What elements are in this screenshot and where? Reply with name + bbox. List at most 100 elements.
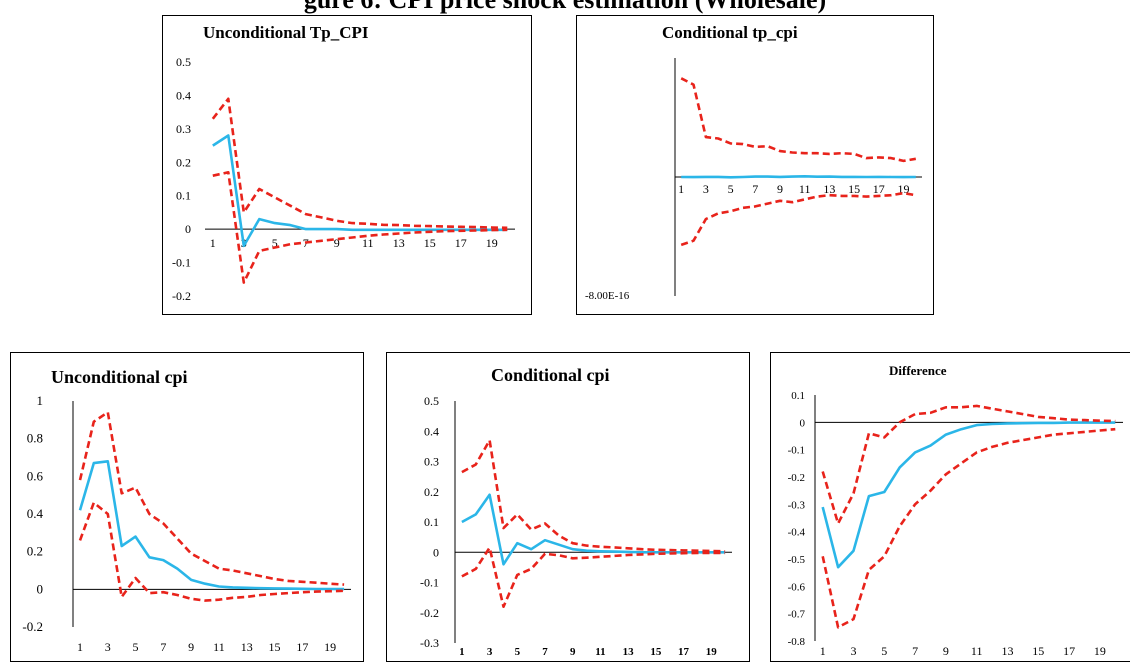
confidence-band-line [461, 546, 726, 608]
x-tick-label: 5 [881, 644, 887, 658]
x-tick-label: 7 [752, 182, 758, 196]
chart-svg: Unconditional Tp_CPI -0.2 -0.1 0 0.1 0.2 0.3 0.… [172, 23, 515, 303]
page-title: gure 6: CPI price shock estimation (Whol… [0, 0, 1130, 15]
y-tick-label: 0.1 [791, 390, 805, 402]
y-tick-label: 0.3 [424, 455, 439, 469]
x-tick-label: 7 [912, 644, 918, 658]
x-tick-label: 19 [706, 646, 718, 658]
y-tick-label: -0.5 [788, 554, 806, 566]
confidence-band-line [680, 77, 917, 163]
x-tick-label: 15 [1032, 644, 1044, 658]
y-tick-label: -0.7 [788, 609, 806, 621]
y-tick-label: -0.2 [22, 619, 43, 634]
y-tick-label: 0 [185, 222, 191, 236]
confidence-band-line [211, 97, 508, 230]
y-tick-label: 0.5 [424, 394, 439, 408]
impulse-response-line [212, 134, 508, 248]
x-tick-label: 5 [728, 182, 734, 196]
y-tick-label: 0.2 [424, 485, 439, 499]
y-tick-label: 0.3 [176, 122, 191, 136]
chart-title: Conditional cpi [491, 365, 610, 385]
x-tick-label: 17 [678, 646, 690, 658]
x-tick-label: 9 [943, 644, 949, 658]
y-tick-label: 0 [37, 581, 44, 596]
y-tick-label: 0.4 [176, 88, 191, 102]
y-tick-label: -0.3 [788, 499, 806, 511]
y-tick-label: -0.1 [788, 445, 805, 457]
y-tick-label: -0.2 [420, 606, 439, 620]
chart-panel-conditional-cpi: Conditional cpi -0.3 -0.2 -0.1 0 0.1 0.2 0.3 0.4… [386, 352, 750, 662]
x-tick-label: 1 [820, 644, 826, 658]
x-tick-label: 1 [678, 182, 684, 196]
y-tick-label: -0.3 [420, 636, 439, 650]
x-tick-label: 9 [777, 182, 783, 196]
chart-svg: Conditional cpi -0.3 -0.2 -0.1 0 0.1 0.2 0.3 0.4… [420, 365, 732, 658]
chart-panel-conditional-tp-cpi: Conditional tp_cpi -8.00E-16 1 3 5 7 9 11 13 15 17… [576, 15, 934, 315]
y-tick-label: -8.00E-16 [585, 290, 630, 302]
x-tick-label: 5 [133, 640, 139, 654]
x-tick-label: 7 [542, 646, 548, 658]
y-tick-label: -0.2 [172, 289, 191, 303]
x-tick-label: 9 [334, 236, 340, 250]
x-tick-label: 19 [324, 640, 336, 654]
x-tick-label: 1 [210, 236, 216, 250]
confidence-band-line [78, 501, 345, 602]
confidence-band-line [78, 410, 345, 586]
chart-title: Difference [889, 363, 947, 378]
y-tick-label: 0.2 [27, 544, 43, 559]
impulse-response-line [821, 421, 1116, 569]
x-tick-label: 3 [703, 182, 709, 196]
x-tick-label: 9 [188, 640, 194, 654]
x-tick-label: 15 [269, 640, 281, 654]
chart-panel-unconditional-tp-cpi: Unconditional Tp_CPI -0.2 -0.1 0 0.1 0.2 0.3 0.… [162, 15, 532, 315]
y-tick-label: 0.2 [176, 155, 191, 169]
x-tick-label: 15 [650, 646, 662, 658]
x-tick-label: 17 [455, 236, 467, 250]
x-tick-label: 13 [623, 646, 635, 658]
x-tick-label: 19 [486, 236, 498, 250]
y-tick-label: 0 [800, 417, 806, 429]
chart-svg: Unconditional cpi-0.200.20.40.60.811 3 5 7 9… [22, 367, 351, 654]
y-tick-label: -0.2 [788, 472, 805, 484]
x-tick-label: 5 [272, 236, 278, 250]
x-tick-label: 17 [873, 182, 885, 196]
y-tick-label: 0.8 [27, 431, 43, 446]
y-tick-label: -0.6 [788, 581, 806, 593]
y-tick-label: 1 [37, 393, 44, 408]
x-tick-label: 15 [848, 182, 860, 196]
x-tick-label: 13 [1002, 644, 1014, 658]
chart-svg: Conditional tp_cpi-8.00E-161 3 5 7 9 11 13 15 17… [585, 23, 922, 302]
y-tick-label: -0.4 [788, 527, 806, 539]
y-tick-label: 0.4 [27, 506, 44, 521]
impulse-response-line [78, 460, 345, 591]
x-tick-label: 13 [823, 182, 835, 196]
chart-svg: Difference -0.8 -0.7 -0.6 -0.5 -0.4 -0.3 -0.2 -0… [788, 363, 1123, 658]
y-tick-label: 0.5 [176, 55, 191, 69]
x-tick-label: 7 [160, 640, 166, 654]
confidence-band-line [680, 191, 917, 247]
x-tick-label: 9 [570, 646, 576, 658]
x-tick-label: 3 [487, 646, 493, 658]
x-tick-label: 11 [799, 182, 811, 196]
x-tick-label: 1 [77, 640, 83, 654]
chart-title: Conditional tp_cpi [662, 23, 798, 42]
x-tick-label: 3 [851, 644, 857, 658]
x-tick-label: 17 [296, 640, 308, 654]
x-tick-label: 11 [971, 644, 983, 658]
x-tick-label: 5 [515, 646, 521, 658]
y-tick-label: 0.4 [424, 424, 439, 438]
x-tick-label: 3 [105, 640, 111, 654]
chart-title: Unconditional Tp_CPI [203, 23, 369, 42]
x-tick-label: 19 [1094, 644, 1106, 658]
y-tick-label: -0.1 [420, 576, 439, 590]
confidence-band-line [212, 171, 508, 284]
impulse-response-line [681, 175, 916, 179]
confidence-band-line [461, 439, 726, 553]
x-tick-label: 11 [362, 236, 374, 250]
chart-title: Unconditional cpi [51, 367, 188, 387]
y-tick-label: 0 [433, 545, 439, 559]
x-tick-label: 17 [1063, 644, 1075, 658]
y-tick-label: 0.1 [176, 189, 191, 203]
y-tick-label: 0.1 [424, 515, 439, 529]
x-tick-label: 13 [393, 236, 405, 250]
